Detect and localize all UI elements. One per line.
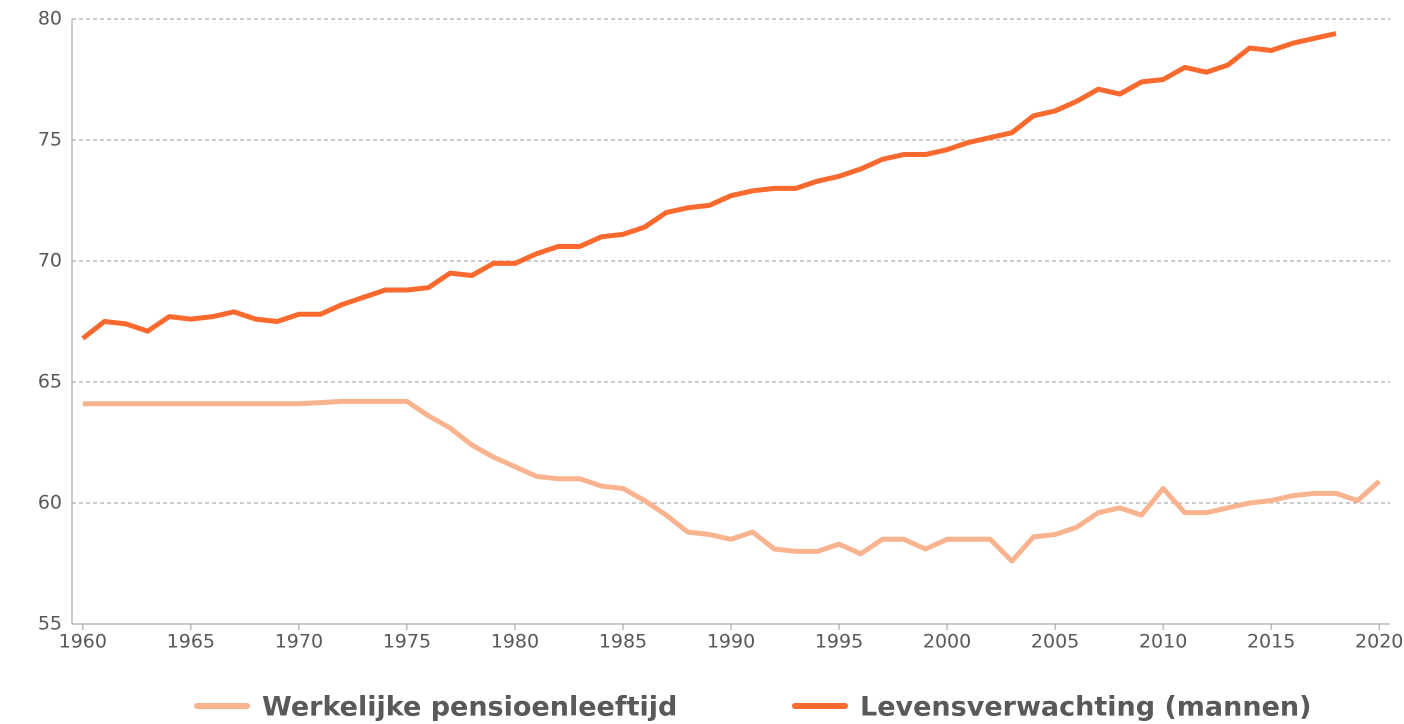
- y-tick-label: 80: [38, 8, 62, 30]
- legend-label: Werkelijke pensioenleeftijd: [262, 692, 677, 723]
- x-tick-label: 2000: [923, 631, 971, 653]
- x-tick-label: 2020: [1355, 631, 1403, 653]
- x-tick-label: 1970: [275, 631, 323, 653]
- x-tick-label: 1965: [167, 631, 215, 653]
- x-tick-label: 1960: [59, 631, 107, 653]
- x-tick-label: 1985: [599, 631, 647, 653]
- y-tick-label: 65: [38, 371, 62, 393]
- series-line: [82, 398, 1381, 564]
- x-tick-label: 2015: [1247, 631, 1295, 653]
- x-tick-label: 2005: [1031, 631, 1079, 653]
- x-tick-label: 1975: [383, 631, 431, 653]
- x-tick-label: 1980: [491, 631, 539, 653]
- x-tick-label: 2010: [1139, 631, 1187, 653]
- series-line: [81, 31, 1337, 341]
- y-tick-label: 75: [38, 129, 62, 151]
- x-tick-label: 1995: [815, 631, 863, 653]
- y-tick-label: 70: [38, 250, 62, 272]
- y-tick-label: 60: [38, 492, 62, 514]
- x-tick-label: 1990: [707, 631, 755, 653]
- legend-label: Levensverwachting (mannen): [860, 692, 1311, 723]
- y-tick-label: 55: [38, 613, 62, 635]
